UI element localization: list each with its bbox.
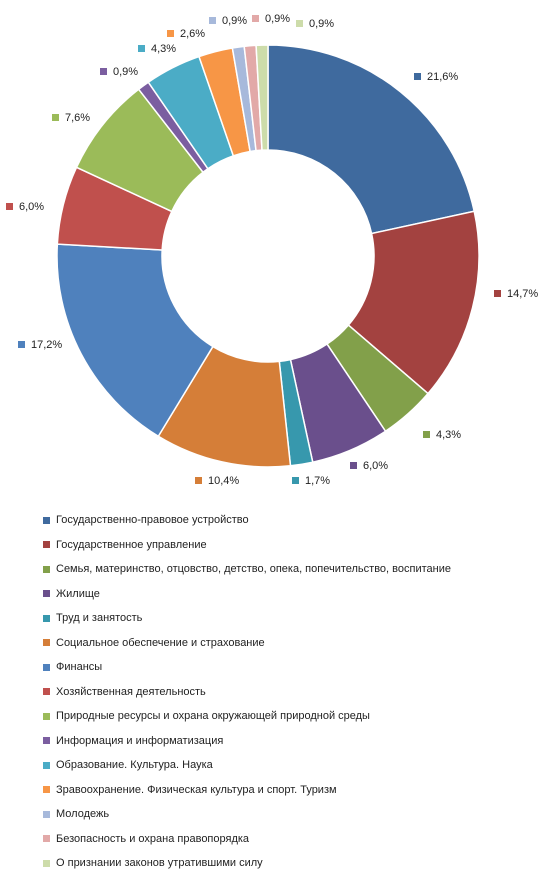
legend-item: Жилище: [43, 582, 543, 607]
legend-swatch: [43, 541, 50, 549]
legend-label: Государственное управление: [56, 538, 207, 551]
legend-swatch: [43, 761, 50, 769]
legend-label: Безопасность и охрана правопорядка: [56, 832, 250, 845]
data-label-text: 4,3%: [436, 429, 461, 441]
legend-item: Природные ресурсы и охрана окружающей пр…: [43, 704, 543, 729]
data-label-text: 6,0%: [363, 460, 388, 472]
data-label-swatch: [18, 341, 25, 348]
data-label-swatch: [350, 462, 357, 469]
data-label-10: 0,9%: [100, 66, 138, 78]
legend-item: О признании законов утратившими силу: [43, 851, 543, 876]
slice-2: [347, 210, 480, 395]
data-label-swatch: [100, 68, 107, 75]
legend-item: Зравоохранение. Физическая культура и сп…: [43, 778, 543, 803]
legend-item: Социальное обеспечение и страхование: [43, 631, 543, 656]
legend-label: Жилище: [56, 587, 100, 600]
data-label-1: 21,6%: [414, 71, 458, 83]
legend-swatch: [43, 590, 50, 598]
legend-label: Информация и информатизация: [56, 734, 224, 747]
chart-legend: Государственно-правовое устройство Госуда…: [43, 508, 543, 876]
data-label-swatch: [6, 203, 13, 210]
data-label-text: 1,7%: [305, 475, 330, 487]
legend-item: Безопасность и охрана правопорядка: [43, 827, 543, 852]
data-label-swatch: [52, 114, 59, 121]
legend-swatch: [43, 565, 50, 573]
data-label-text: 17,2%: [31, 339, 62, 351]
legend-label: Зравоохранение. Физическая культура и сп…: [56, 783, 337, 796]
legend-item: Финансы: [43, 655, 543, 680]
data-label-6: 10,4%: [195, 475, 239, 487]
legend-label: О признании законов утратившими силу: [56, 857, 263, 870]
data-label-8: 6,0%: [6, 201, 44, 213]
data-label-13: 0,9%: [209, 15, 247, 27]
legend-label: Финансы: [56, 661, 103, 674]
slice-15: [255, 44, 269, 151]
data-label-text: 6,0%: [19, 201, 44, 213]
legend-label: Социальное обеспечение и страхование: [56, 636, 265, 649]
data-label-15: 0,9%: [296, 18, 334, 30]
legend-swatch: [43, 663, 50, 671]
legend-item: Государственно-правовое устройство: [43, 508, 543, 533]
data-label-swatch: [296, 20, 303, 27]
data-label-swatch: [138, 45, 145, 52]
data-label-swatch: [423, 431, 430, 438]
legend-item: Образование. Культура. Наука: [43, 753, 543, 778]
data-label-text: 0,9%: [265, 13, 290, 25]
data-label-swatch: [494, 290, 501, 297]
donut-slices: [56, 44, 480, 468]
legend-label: Труд и занятость: [56, 612, 143, 625]
legend-swatch: [43, 810, 50, 818]
data-label-swatch: [252, 15, 259, 22]
data-label-12: 2,6%: [167, 28, 205, 40]
legend-item: Информация и информатизация: [43, 729, 543, 754]
data-label-14: 0,9%: [252, 13, 290, 25]
data-label-swatch: [167, 30, 174, 37]
legend-swatch: [43, 835, 50, 843]
data-label-text: 10,4%: [208, 475, 239, 487]
legend-swatch: [43, 516, 50, 524]
data-label-5: 1,7%: [292, 475, 330, 487]
data-label-text: 0,9%: [222, 15, 247, 27]
slice-7: [56, 243, 214, 438]
data-labels: 21,6% 14,7% 4,3% 6,0% 1,7% 10,4% 17,2% 6,0% 7,6%…: [6, 13, 538, 487]
legend-label: Хозяйственная деятельность: [56, 685, 206, 698]
legend-swatch: [43, 614, 50, 622]
data-label-text: 21,6%: [427, 71, 458, 83]
data-label-text: 14,7%: [507, 288, 538, 300]
legend-swatch: [43, 688, 50, 696]
data-label-swatch: [292, 477, 299, 484]
legend-label: Образование. Культура. Наука: [56, 759, 213, 772]
data-label-4: 6,0%: [350, 460, 388, 472]
legend-swatch: [43, 639, 50, 647]
legend-swatch: [43, 712, 50, 720]
legend-item: Семья, материнство, отцовство, детство, …: [43, 557, 543, 582]
slice-1: [267, 44, 476, 235]
data-label-2: 14,7%: [494, 288, 538, 300]
legend-label: Государственно-правовое устройство: [56, 514, 249, 527]
legend-item: Молодежь: [43, 802, 543, 827]
legend-swatch: [43, 859, 50, 867]
legend-swatch: [43, 786, 50, 794]
data-label-swatch: [414, 73, 421, 80]
donut-chart: 21,6% 14,7% 4,3% 6,0% 1,7% 10,4% 17,2% 6,0% 7,6%…: [6, 13, 538, 487]
data-label-swatch: [195, 477, 202, 484]
legend-label: Семья, материнство, отцовство, детство, …: [56, 563, 451, 576]
data-label-7: 17,2%: [18, 339, 62, 351]
legend-item: Хозяйственная деятельность: [43, 680, 543, 705]
legend-label: Природные ресурсы и охрана окружающей пр…: [56, 710, 370, 723]
data-label-text: 0,9%: [113, 66, 138, 78]
data-label-9: 7,6%: [52, 112, 90, 124]
legend-swatch: [43, 737, 50, 745]
data-label-11: 4,3%: [138, 43, 176, 55]
legend-label: Молодежь: [56, 808, 110, 821]
data-label-3: 4,3%: [423, 429, 461, 441]
data-label-text: 7,6%: [65, 112, 90, 124]
data-label-swatch: [209, 17, 216, 24]
data-label-text: 2,6%: [180, 28, 205, 40]
legend-item: Государственное управление: [43, 533, 543, 558]
legend-item: Труд и занятость: [43, 606, 543, 631]
data-label-text: 0,9%: [309, 18, 334, 30]
data-label-text: 4,3%: [151, 43, 176, 55]
